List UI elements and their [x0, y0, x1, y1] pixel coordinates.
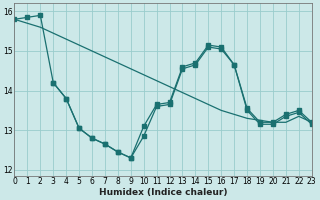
X-axis label: Humidex (Indice chaleur): Humidex (Indice chaleur): [99, 188, 227, 197]
